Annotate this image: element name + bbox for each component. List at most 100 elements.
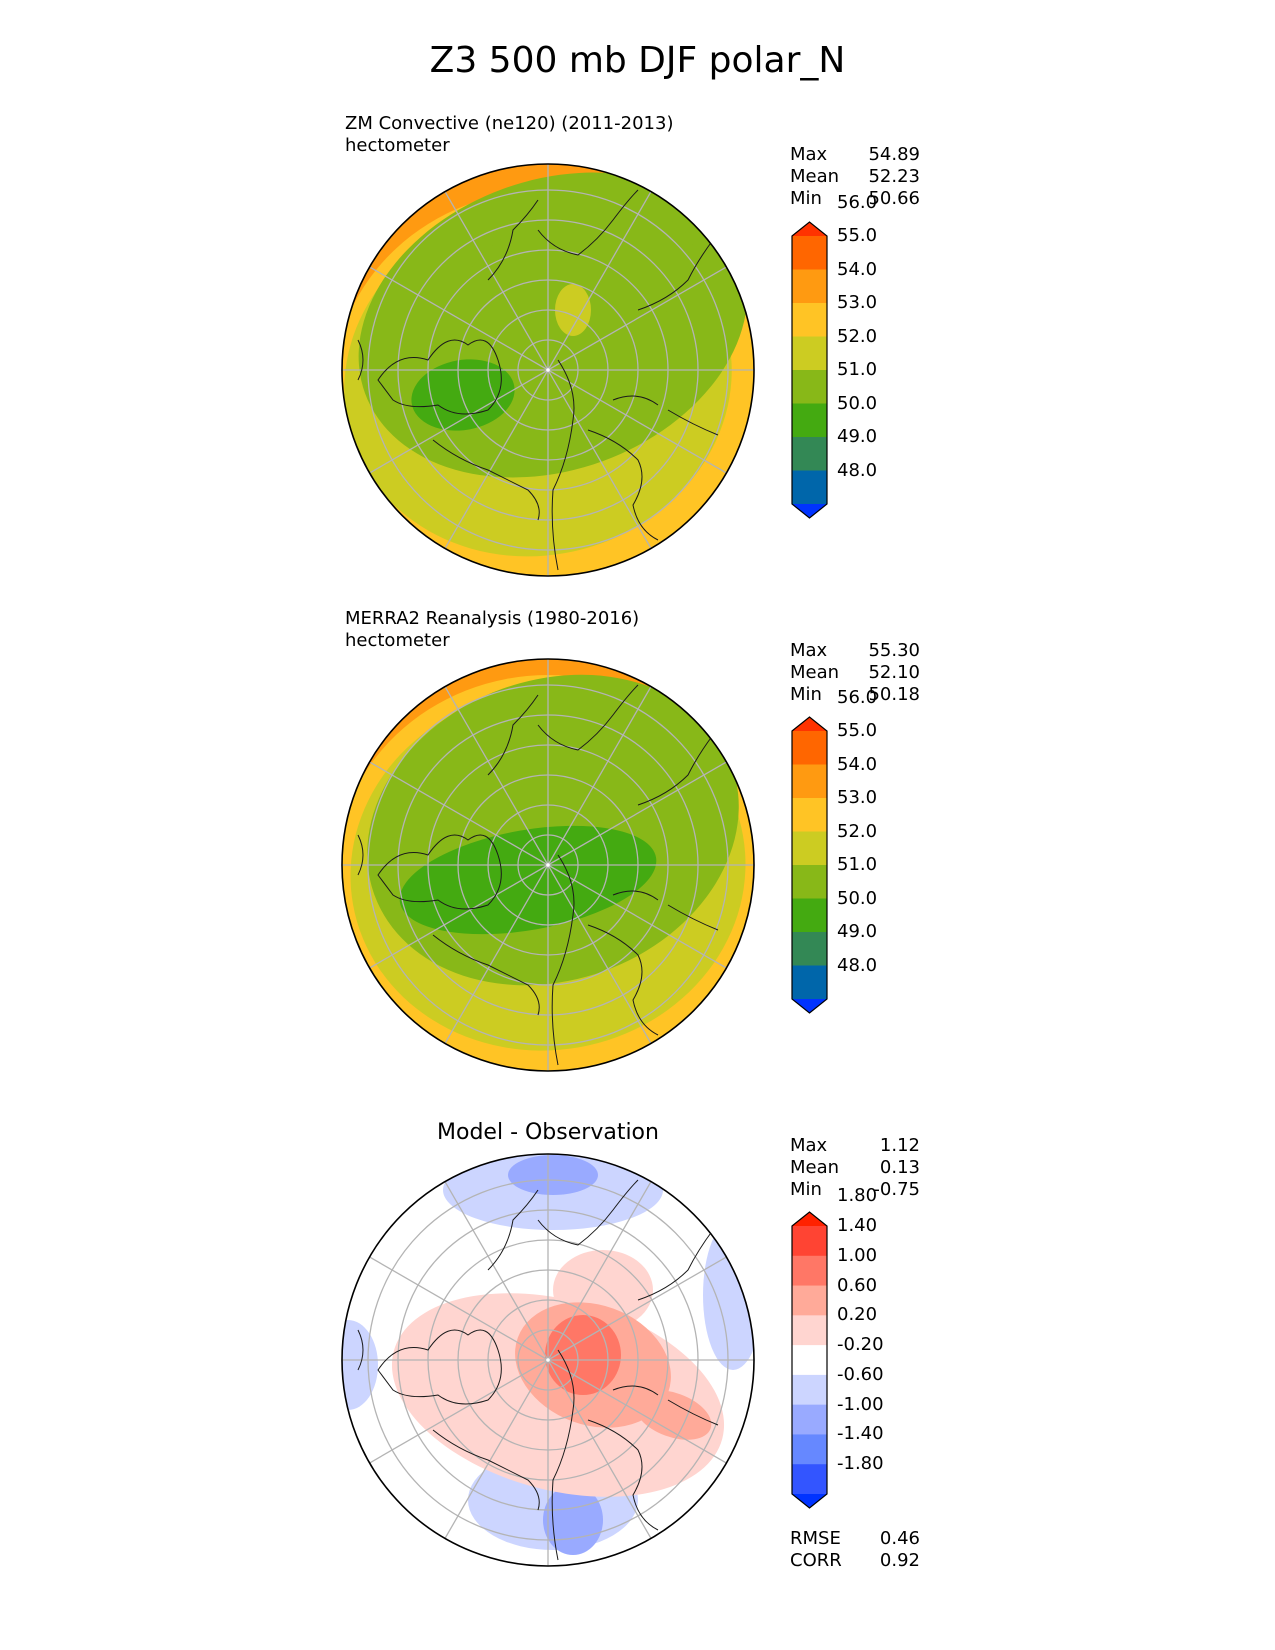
colorbar-tick-label: 48.0 bbox=[837, 954, 878, 976]
colorbar-swatch bbox=[792, 336, 827, 371]
colorbar-swatch bbox=[792, 1255, 827, 1287]
z3-band-52 bbox=[555, 284, 591, 336]
colorbar-swatch bbox=[792, 1285, 827, 1316]
coastline bbox=[587, 1419, 659, 1531]
stat-corr: CORR 0.92 bbox=[790, 1550, 920, 1572]
colorbar-tick-label: 0.60 bbox=[837, 1274, 878, 1296]
meridian-line bbox=[547, 164, 669, 371]
stat-value: 50.18 bbox=[868, 684, 920, 705]
stat-min: Min -0.75 bbox=[790, 1179, 920, 1201]
stat-max: Max 1.12 bbox=[790, 1135, 920, 1157]
meridian-line bbox=[427, 1359, 549, 1566]
panel-3-colorbar bbox=[791, 1211, 828, 1509]
coastline bbox=[357, 834, 364, 876]
stat-max: Max 54.89 bbox=[790, 144, 920, 166]
coastline bbox=[357, 339, 364, 381]
colorbar-tick-label: 1.80 bbox=[837, 1185, 878, 1207]
colorbar-tick-label: 53.0 bbox=[837, 787, 878, 808]
stat-value: 1.12 bbox=[879, 1135, 920, 1156]
colorbar-swatch bbox=[792, 731, 827, 765]
colorbar-tick-label: -1.80 bbox=[837, 1453, 884, 1475]
coastline bbox=[537, 189, 639, 256]
colorbar-swatch bbox=[792, 269, 827, 304]
coastline bbox=[432, 934, 540, 1016]
colorbar-tick-label: 49.0 bbox=[837, 426, 878, 447]
stat-value: 50.66 bbox=[868, 188, 920, 209]
colorbar-swatch bbox=[792, 1374, 827, 1406]
stat-label: Mean bbox=[790, 1157, 840, 1178]
coastline bbox=[487, 199, 539, 281]
coastline bbox=[487, 694, 539, 776]
colorbar-outline bbox=[791, 1211, 828, 1509]
colorbar-swatch bbox=[792, 865, 827, 899]
meridian-line bbox=[342, 744, 549, 866]
stat-mean: Mean 52.23 bbox=[790, 166, 920, 188]
colorbar-swatch bbox=[792, 932, 827, 966]
meridian-line bbox=[427, 1154, 549, 1361]
coastline bbox=[551, 1349, 575, 1561]
panel-1-units: hectometer bbox=[345, 135, 450, 156]
colorbar-swatch bbox=[792, 1434, 827, 1465]
colorbar-tick-label: 1.00 bbox=[837, 1244, 878, 1266]
meridian-line bbox=[427, 369, 549, 576]
meridian-line bbox=[342, 1239, 549, 1361]
stat-value: 52.10 bbox=[868, 662, 920, 683]
stat-label: CORR bbox=[790, 1550, 842, 1571]
meridian-line bbox=[547, 1359, 754, 1481]
colorbar-extend-min bbox=[792, 999, 827, 1013]
colorbar-swatch bbox=[792, 1404, 827, 1435]
colorbar-tick-label: 50.0 bbox=[837, 887, 878, 909]
stat-value: -0.75 bbox=[873, 1179, 920, 1200]
meridian-line bbox=[547, 1154, 669, 1361]
colorbar-swatch bbox=[792, 1315, 827, 1346]
coastline bbox=[377, 339, 502, 415]
panel-2-title: MERRA2 Reanalysis (1980-2016) bbox=[345, 608, 640, 629]
colorbar-swatch bbox=[792, 303, 827, 337]
meridian-line bbox=[547, 369, 669, 576]
stat-label: Max bbox=[790, 144, 828, 165]
colorbar-tick-label: -0.60 bbox=[837, 1363, 884, 1385]
colorbar-tick-label: 50.0 bbox=[837, 392, 878, 414]
stat-value: 0.92 bbox=[879, 1550, 920, 1571]
meridian-line bbox=[342, 249, 549, 371]
stat-rmse: RMSE 0.46 bbox=[790, 1528, 920, 1550]
colorbar-tick-label: 52.0 bbox=[837, 325, 878, 347]
north-pole-marker bbox=[546, 1358, 550, 1362]
stat-value: 55.30 bbox=[868, 640, 920, 661]
coastline bbox=[587, 924, 659, 1036]
coastline bbox=[637, 1229, 714, 1301]
panel-2-stats: Max 55.30 Mean 52.10 Min 50.18 bbox=[790, 640, 920, 706]
colorbar-swatch bbox=[792, 1226, 827, 1257]
meridian-line bbox=[342, 864, 549, 986]
coastline bbox=[551, 854, 575, 1066]
graticule bbox=[342, 164, 754, 576]
coastline bbox=[551, 359, 575, 571]
stat-label: Min bbox=[790, 684, 822, 705]
coastline bbox=[432, 439, 540, 521]
colorbar-outline bbox=[791, 221, 828, 519]
panel-1-title: ZM Convective (ne120) (2011-2013) bbox=[345, 113, 674, 134]
stat-label: Max bbox=[790, 640, 828, 661]
coastline bbox=[377, 1329, 502, 1405]
stat-min: Min 50.66 bbox=[790, 188, 920, 210]
colorbar-extend-max bbox=[792, 1212, 827, 1226]
colorbar-swatch bbox=[792, 437, 827, 471]
colorbar-swatch bbox=[792, 898, 827, 933]
colorbar-swatch bbox=[792, 403, 827, 438]
stat-mean: Mean 0.13 bbox=[790, 1157, 920, 1179]
colorbar-tick-label: -1.00 bbox=[837, 1393, 884, 1415]
stat-label: Mean bbox=[790, 662, 840, 683]
colorbar-swatch bbox=[792, 798, 827, 832]
coastline bbox=[487, 1189, 539, 1271]
colorbar-tick-label: 0.20 bbox=[837, 1304, 878, 1326]
panel-1-stats: Max 54.89 Mean 52.23 Min 50.66 bbox=[790, 144, 920, 210]
meridian-line bbox=[547, 1359, 669, 1566]
coastline bbox=[357, 1329, 364, 1371]
colorbar-tick-label: -1.40 bbox=[837, 1423, 884, 1445]
meridian-line bbox=[547, 659, 669, 866]
coastline bbox=[537, 1179, 639, 1246]
meridian-line bbox=[547, 369, 754, 491]
meridian-line bbox=[547, 864, 754, 986]
colorbar-tick-label: 54.0 bbox=[837, 753, 878, 775]
colorbar-swatch bbox=[792, 236, 827, 270]
